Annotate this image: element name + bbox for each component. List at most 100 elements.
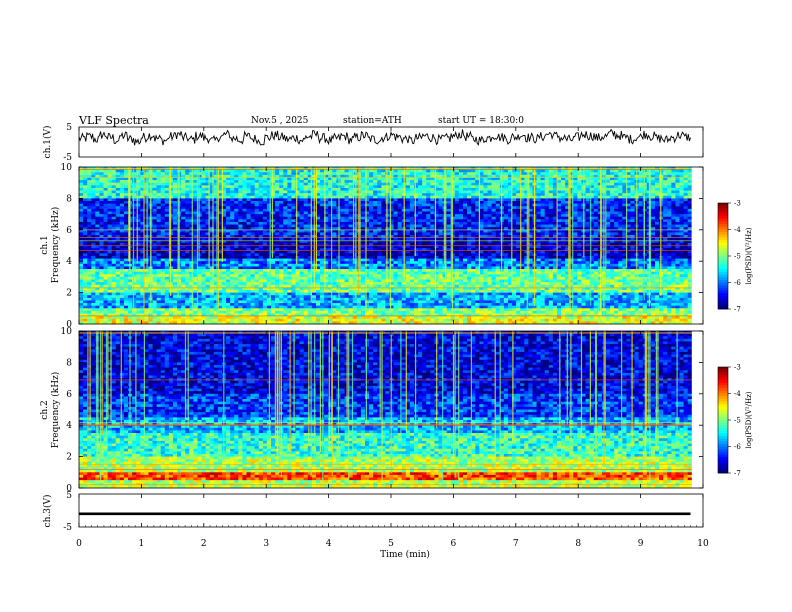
spectrogram-cell	[307, 206, 313, 210]
spectrogram-cell	[479, 219, 484, 223]
spectrogram-cell	[483, 242, 488, 246]
spectrogram-cell	[630, 245, 635, 249]
spectrogram-cell	[552, 240, 558, 244]
spectrogram-cell	[597, 235, 603, 239]
spectrogram-cell	[95, 232, 100, 236]
spectrogram-cell	[160, 227, 166, 231]
spectrogram-cell	[385, 237, 390, 241]
spectrogram-cell	[291, 245, 296, 249]
spectrogram-cell	[577, 187, 582, 191]
spectrogram-cell	[638, 229, 644, 233]
spectrogram-cell	[446, 180, 452, 184]
spectrogram-cell	[185, 185, 190, 189]
spectrogram-cell	[573, 211, 578, 215]
spectrogram-cell	[140, 253, 145, 257]
spectrogram-cell	[528, 182, 533, 186]
spectrogram-cell	[663, 195, 668, 199]
spectrogram-cell	[99, 227, 104, 231]
spectrogram-cell	[307, 216, 313, 220]
spectrogram-cell	[622, 206, 627, 210]
spectrogram-cell	[103, 248, 108, 252]
spectrogram-cell	[164, 203, 170, 207]
spectrogram-cell	[132, 193, 137, 197]
spectrogram-cell	[340, 182, 345, 186]
spectrogram-cell	[189, 240, 194, 244]
spectrogram-cell	[91, 187, 96, 191]
spectrogram-cell	[381, 224, 386, 228]
spectrogram-cell	[642, 224, 648, 228]
spectrogram-cell	[115, 177, 121, 181]
spectrogram-cell	[279, 229, 284, 233]
spectrogram-cell	[520, 174, 525, 178]
spectrogram-cell	[377, 195, 382, 199]
spectrogram-cell	[360, 219, 366, 223]
spectrogram-cell	[446, 216, 452, 220]
spectrogram-cell	[328, 242, 333, 246]
spectrogram-cell	[79, 219, 84, 223]
spectrogram-cell	[675, 229, 680, 233]
spectrogram-cell	[430, 187, 435, 191]
spectrogram-cell	[99, 206, 104, 210]
spectrogram-cell	[430, 248, 435, 252]
spectrogram-cell	[446, 221, 452, 225]
spectrogram-cell	[230, 211, 235, 215]
spectrogram-cell	[528, 211, 533, 215]
spectrogram-cell	[123, 214, 129, 218]
spectrogram-cell	[352, 248, 358, 252]
spectrogram-cell	[605, 242, 611, 246]
spectrogram-cell	[340, 198, 345, 202]
spectrogram-cell	[638, 177, 644, 181]
spectrogram-cell	[430, 206, 435, 210]
spectrogram-cell	[597, 219, 603, 223]
spectrogram-cell	[397, 198, 403, 202]
spectrogram-cell	[373, 219, 378, 223]
spectrogram-cell	[230, 250, 235, 254]
spectrogram-cell	[299, 250, 305, 254]
spectrogram-cell	[332, 250, 337, 254]
spectrogram-cell	[279, 193, 284, 197]
spectrogram-cell	[512, 169, 517, 173]
spectrogram-cell	[279, 203, 284, 207]
spectrogram-cell	[463, 169, 468, 173]
spectrogram-cell	[246, 235, 251, 239]
spectrogram-cell	[569, 182, 574, 186]
spectrogram-cell	[381, 240, 386, 244]
spectrogram-cell	[605, 177, 611, 181]
spectrogram-cell	[569, 216, 574, 220]
spectrogram-cell	[320, 232, 325, 236]
spectrogram-cell	[197, 195, 202, 199]
spectrogram-cell	[136, 235, 141, 239]
spectrogram-cell	[136, 201, 141, 205]
spectrogram-cell	[565, 219, 570, 223]
spectrogram-cell	[471, 237, 476, 241]
spectrogram-cell	[458, 211, 464, 215]
spectrogram-cell	[483, 237, 488, 241]
spectrogram-cell	[446, 187, 452, 191]
spectrogram-cell	[320, 242, 325, 246]
spectrogram-cell	[295, 229, 300, 233]
spectrogram-cell	[438, 214, 443, 218]
spectrogram-cell	[573, 182, 578, 186]
spectrogram-cell	[279, 201, 284, 205]
spectrogram-cell	[638, 240, 644, 244]
spectrogram-cell	[610, 229, 615, 233]
spectrogram-cell	[630, 177, 635, 181]
spectrogram-cell	[536, 221, 542, 225]
spectrogram-cell	[193, 237, 198, 241]
spectrogram-cell	[266, 242, 272, 246]
spectrogram-cell	[87, 172, 92, 176]
spectrogram-cell	[675, 250, 680, 254]
spectrogram-cell	[185, 195, 190, 199]
spectrogram-cell	[254, 229, 260, 233]
spectrogram-cell	[671, 174, 676, 178]
spectrogram-cell	[91, 172, 96, 176]
spectrogram-cell	[548, 235, 554, 239]
spectrogram-cell	[638, 245, 644, 249]
spectrogram-cell	[364, 169, 370, 173]
spectrogram-cell	[503, 203, 509, 207]
spectrogram-cell	[193, 248, 198, 252]
spectrogram-cell	[132, 208, 137, 212]
spectrogram-cell	[271, 219, 276, 223]
spectrogram-cell	[123, 174, 129, 178]
spectrogram-cell	[495, 195, 501, 199]
